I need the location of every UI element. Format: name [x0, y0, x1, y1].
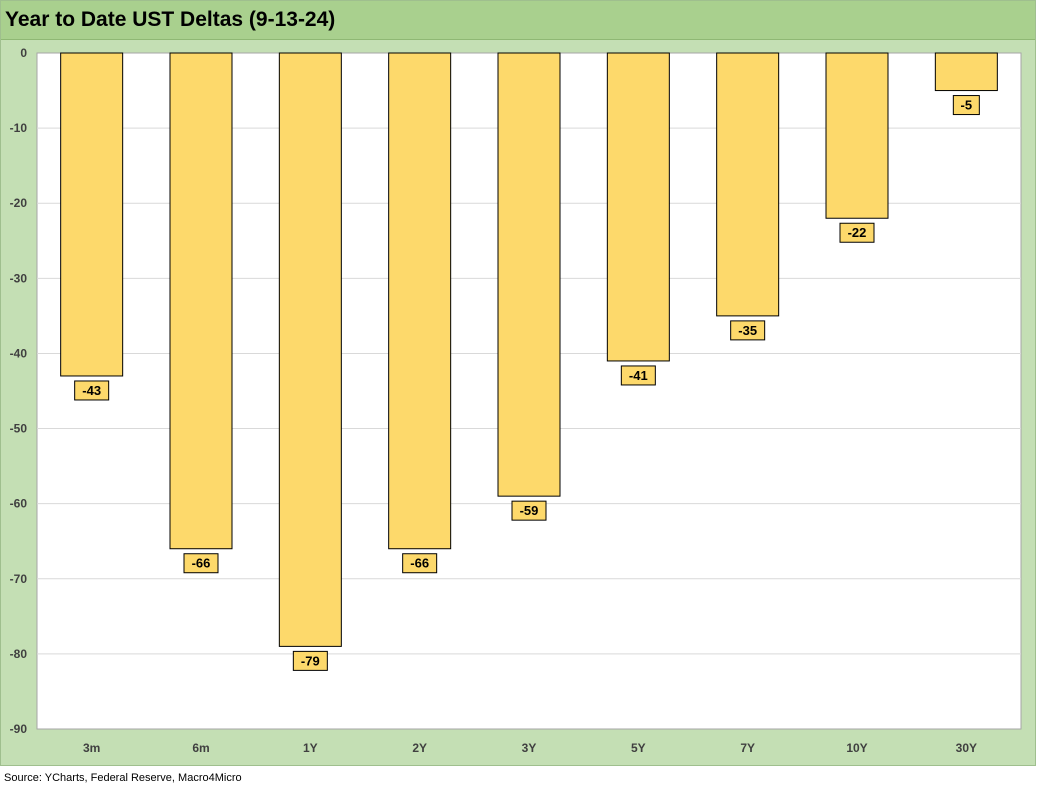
x-tick-label: 2Y	[412, 741, 427, 755]
data-label-box	[511, 500, 547, 521]
x-tick-label: 6m	[192, 741, 209, 755]
bar-chart: 0 -10 -20 -30 -40 -50 -60 -70 -80 -90 -43 -66 -79 -6…	[10, 46, 1022, 755]
y-tick-label: -80	[10, 647, 28, 661]
data-label-box	[183, 553, 219, 574]
data-label-3Y: -59	[511, 500, 547, 521]
data-label-box	[730, 320, 766, 341]
y-tick-label: -50	[10, 422, 28, 436]
x-tick-label: 30Y	[956, 741, 977, 755]
bar-7Y	[716, 52, 780, 317]
data-label-text: -79	[301, 653, 320, 668]
x-tick-label: 5Y	[631, 741, 646, 755]
x-tick-label: 10Y	[846, 741, 867, 755]
data-label-box	[620, 365, 656, 386]
data-label-box	[292, 650, 328, 671]
data-labels: -43 -66 -79 -66 -59 -41 -35 -22 -5	[74, 95, 980, 671]
bar-3Y	[497, 52, 561, 497]
data-label-text: -5	[961, 98, 973, 113]
data-label-text: -66	[410, 556, 429, 571]
source-note: Source: YCharts, Federal Reserve, Macro4…	[4, 772, 242, 784]
bars	[60, 52, 998, 647]
title-bar: Year to Date UST Deltas (9-13-24)	[1, 1, 1035, 40]
data-label-box	[74, 380, 110, 401]
data-label-2Y: -66	[402, 553, 438, 574]
bar-6m	[169, 52, 233, 550]
bar-3m	[60, 52, 124, 377]
data-label-text: -66	[192, 556, 211, 571]
y-tick-label: -10	[10, 121, 28, 135]
bar-2Y	[388, 52, 452, 550]
data-label-1Y: -79	[292, 650, 328, 671]
y-tick-label: -70	[10, 572, 28, 586]
data-label-6m: -66	[183, 553, 219, 574]
x-tick-label: 1Y	[303, 741, 318, 755]
y-tick-label: 0	[20, 46, 27, 60]
y-axis-tick-labels: 0 -10 -20 -30 -40 -50 -60 -70 -80 -90	[10, 46, 28, 736]
data-label-5Y: -41	[620, 365, 656, 386]
bar-1Y	[278, 52, 342, 647]
data-label-box	[839, 222, 875, 243]
bar-5Y	[606, 52, 670, 362]
x-tick-label: 3m	[83, 741, 100, 755]
data-label-30Y: -5	[952, 95, 980, 116]
data-label-text: -59	[520, 503, 539, 518]
data-label-box	[402, 553, 438, 574]
data-label-text: -41	[629, 368, 648, 383]
bar-10Y	[825, 52, 889, 219]
x-tick-label: 3Y	[522, 741, 537, 755]
x-tick-label: 7Y	[740, 741, 755, 755]
data-label-text: -43	[82, 383, 101, 398]
chart-title: Year to Date UST Deltas (9-13-24)	[5, 8, 336, 31]
bar-30Y	[934, 52, 998, 92]
y-tick-label: -30	[10, 271, 28, 285]
data-label-10Y: -22	[839, 222, 875, 243]
data-label-3m: -43	[74, 380, 110, 401]
data-label-7Y: -35	[730, 320, 766, 341]
data-label-text: -35	[738, 323, 757, 338]
y-tick-label: -90	[10, 722, 28, 736]
y-tick-label: -40	[10, 346, 28, 360]
y-tick-label: -20	[10, 196, 28, 210]
x-axis-tick-labels: 3m 6m 1Y 2Y 3Y 5Y 7Y 10Y 30Y	[83, 741, 977, 755]
data-label-text: -22	[848, 225, 867, 240]
y-tick-label: -60	[10, 497, 28, 511]
data-label-box	[952, 95, 980, 116]
